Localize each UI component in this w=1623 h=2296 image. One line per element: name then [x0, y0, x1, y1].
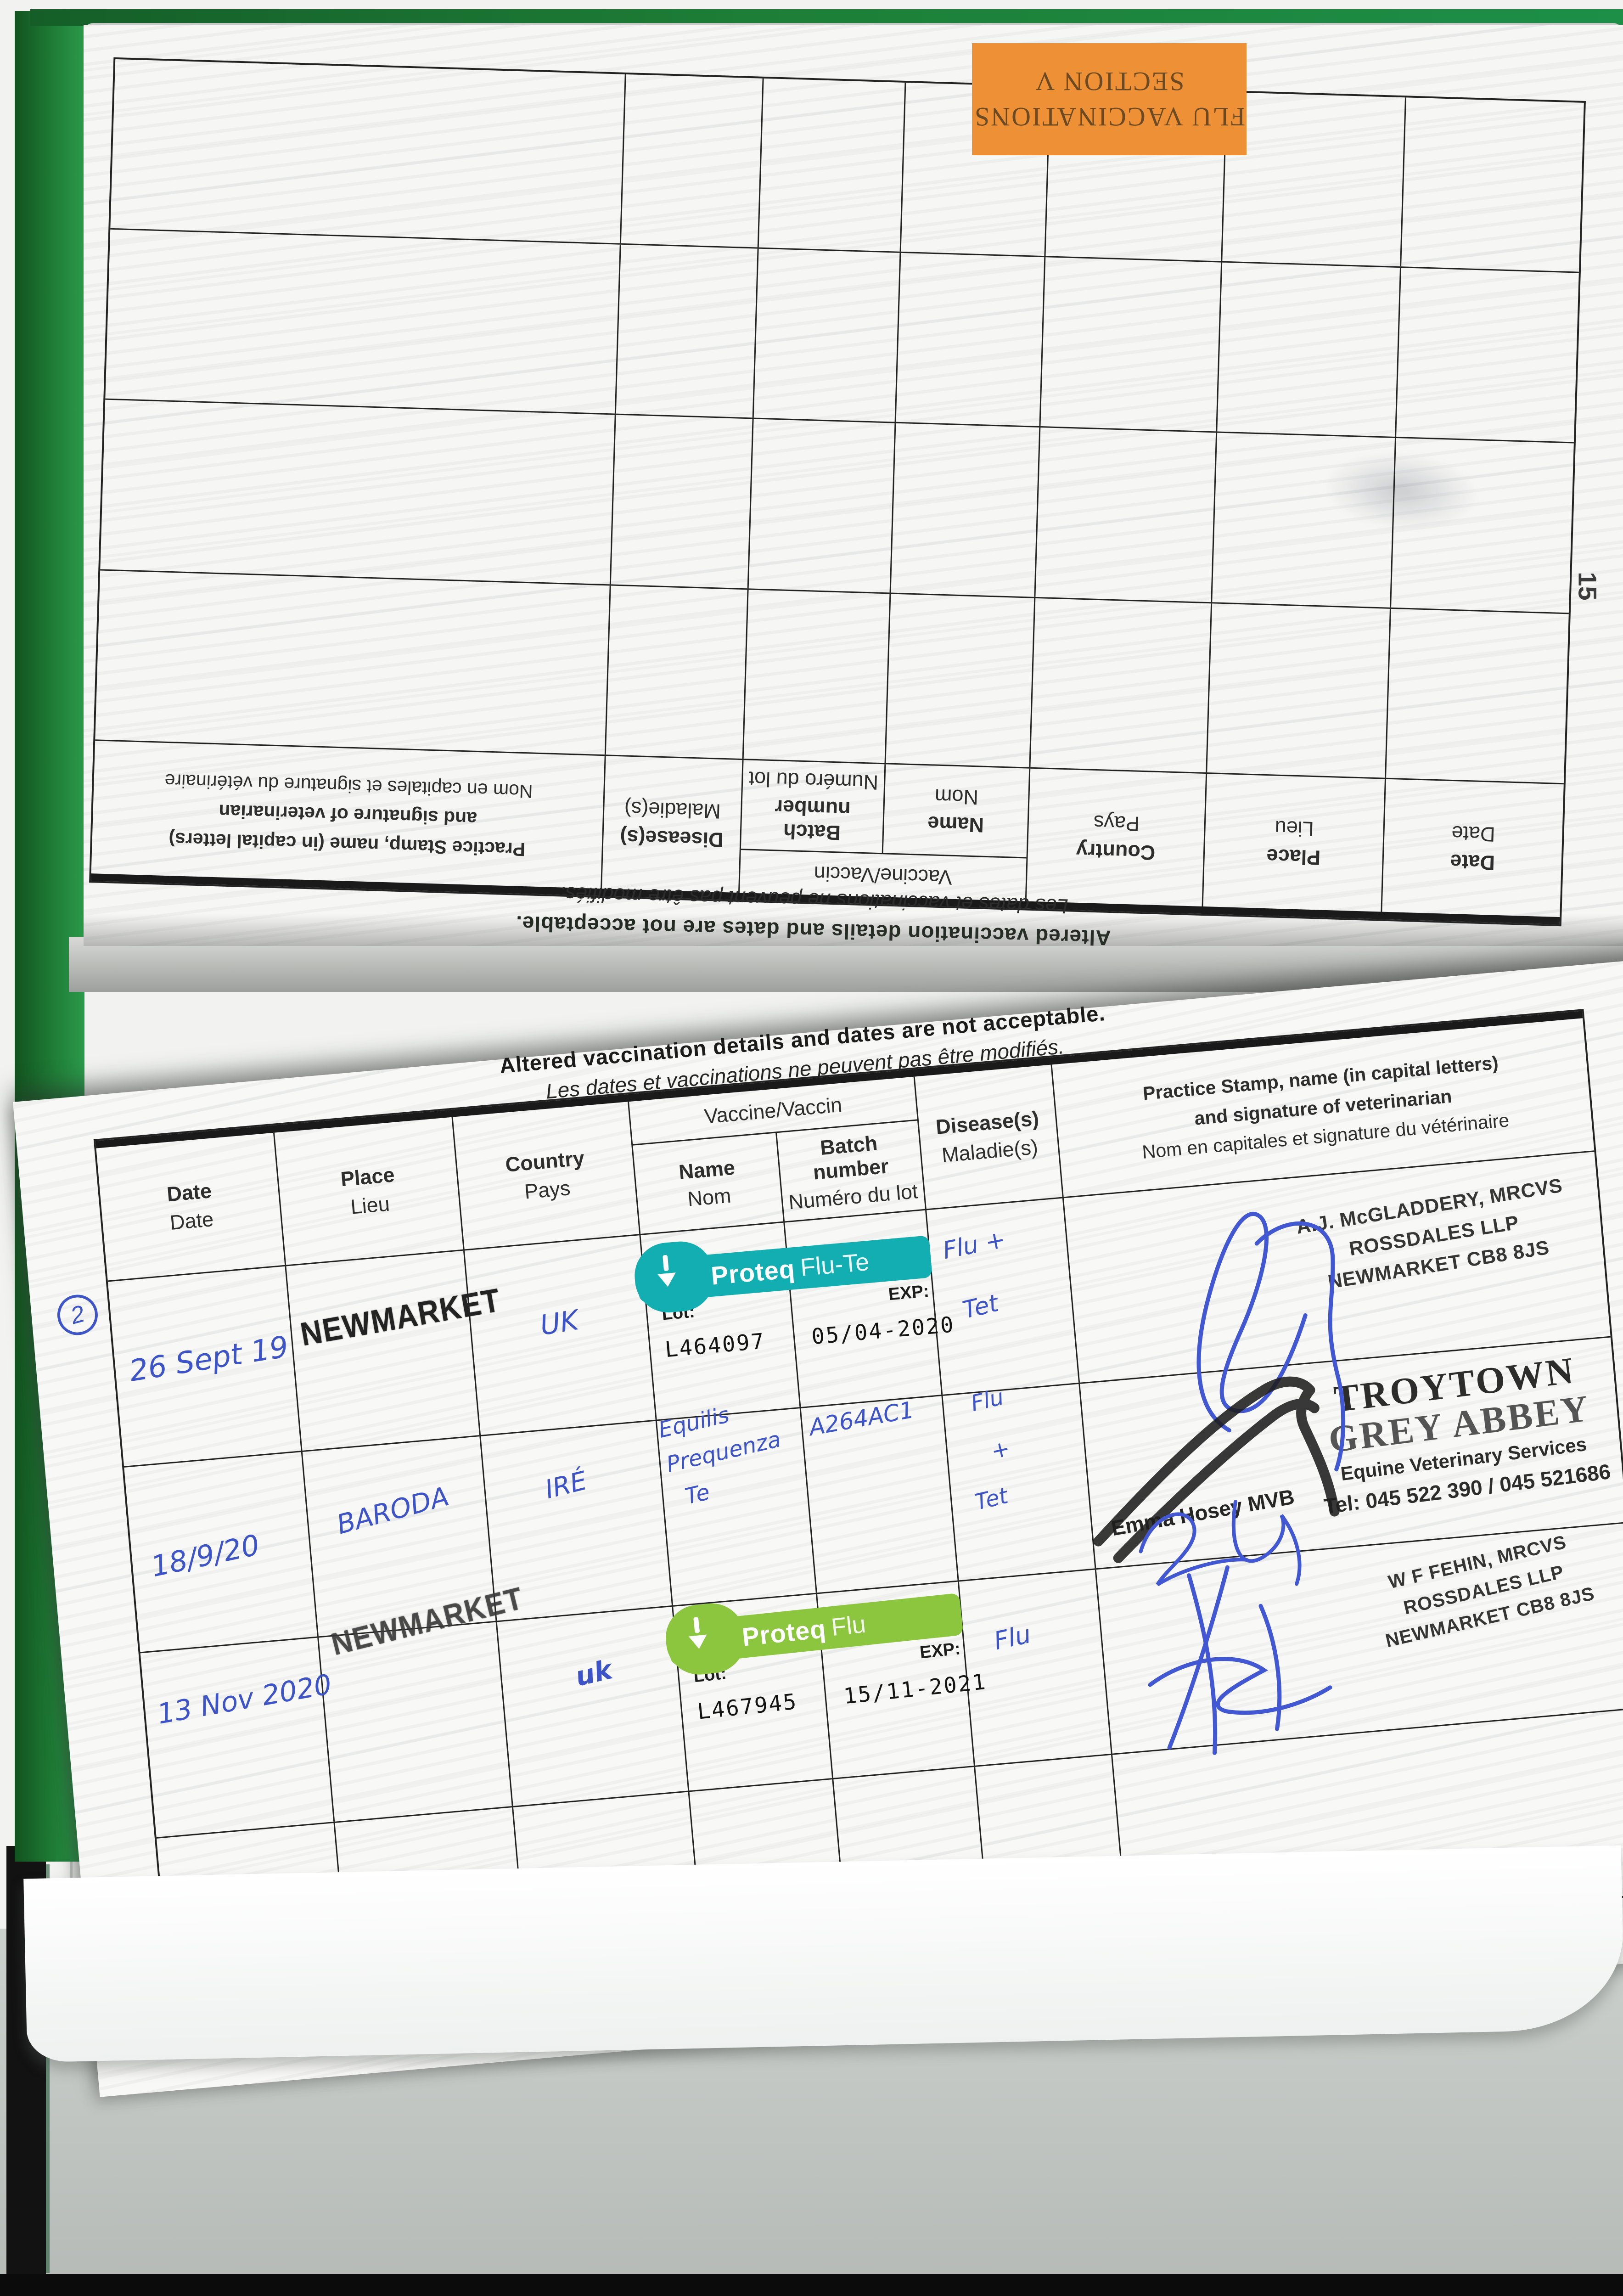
- header-practice-stamp: Practice Stamp, name (in capital letters…: [164, 770, 534, 860]
- header-vaccine-group: Vaccine/Vaccin Name Nom Batch number Num…: [629, 1076, 927, 1234]
- vet-signature: [1196, 1211, 1346, 1472]
- page-stack-edge: [23, 1845, 1623, 2063]
- handwritten-country: IRÉ: [542, 1465, 590, 1505]
- header-name: Name Nom: [882, 764, 1029, 857]
- header-vaccine-group: Vaccine/Vaccin Name Nom Batch number Num…: [738, 760, 1029, 901]
- handwritten-disease: +: [988, 1435, 1013, 1464]
- header-disease: Disease(s) Maladie(s): [601, 756, 742, 893]
- blank-vaccination-table: Date Date Place Lieu Country Pays Vaccin…: [89, 57, 1586, 927]
- vet-signature: [1148, 1565, 1332, 1755]
- vaccine-sticker-proteq-flu-te: Proteq Flu-Te Lot: EXP: L464097 05/04-20…: [636, 1235, 956, 1364]
- page-gap-shadow: [69, 937, 1623, 992]
- handwritten-disease: Flu +: [940, 1226, 1008, 1265]
- header-country: Country Pays: [1025, 768, 1206, 906]
- section-tab-line1: FLU VACCINATIONS: [973, 102, 1246, 132]
- practice-stamp-text: W F FEHIN, MRCVS ROSSDALES LLP NEWMARKET…: [1383, 1531, 1597, 1651]
- bottom-page-records: Altered vaccination details and dates ar…: [13, 958, 1623, 2097]
- vaccine-sticker-proteq-flu: Proteq Flu Lot: EXP: L467945 15/11-2021: [667, 1593, 988, 1727]
- header-batch: Batch number Numéro du lot: [787, 1131, 919, 1214]
- header-date: Date Date: [1381, 779, 1564, 917]
- syringe-icon: [688, 1617, 707, 1649]
- vaccination-table: Date Date Place Lieu Country Pays Vaccin…: [93, 1009, 1623, 2025]
- vaccination-row-1: 26 Sept 19 NEWMARKET UK Flu + Tet: [107, 1152, 1611, 1472]
- sticker-banner: Proteq Flu-Te: [636, 1235, 932, 1303]
- sticker-banner: Proteq Flu: [667, 1593, 964, 1666]
- handwritten-date: 13 Nov 2020: [155, 1668, 334, 1731]
- header-place: Place Lieu: [274, 1117, 465, 1265]
- handwritten-country: uk: [572, 1653, 615, 1693]
- handwritten-date: 26 Sept 19: [127, 1330, 291, 1389]
- handwritten-place: BARODA: [333, 1480, 452, 1541]
- handwritten-country: UK: [538, 1304, 581, 1342]
- header-disease: Disease(s) Maladie(s): [915, 1064, 1064, 1209]
- header-name: Name Nom: [633, 1133, 785, 1234]
- handwritten-disease: Tet: [972, 1482, 1011, 1515]
- header-date: Date Date: [96, 1132, 286, 1281]
- horse-logo-icon: [1093, 1376, 1340, 1563]
- header-place: Place Lieu: [1202, 774, 1385, 912]
- header-country: Country Pays: [453, 1102, 641, 1249]
- exp-label: EXP:: [919, 1638, 961, 1662]
- scan-edge-bottom: [0, 2274, 1623, 2296]
- vet-signature: [1139, 1499, 1302, 1586]
- margin-annotation-circled-2: 2: [53, 1290, 102, 1340]
- handwritten-disease: Tet: [960, 1289, 1001, 1324]
- page-number: 15: [1573, 572, 1602, 601]
- section-tab-label: FLU VACCINATIONS SECTION V: [972, 43, 1247, 155]
- cover-edge-line: [46, 1864, 50, 2273]
- vaccination-row-3: 13 Nov 2020 NEWMARKET uk Flu: [140, 1523, 1623, 1839]
- handwritten-date: 18/9/20: [148, 1527, 263, 1584]
- header-batch: Batch number Numéro du lot: [748, 767, 879, 845]
- section-tab-line2: SECTION V: [1034, 67, 1185, 96]
- section-tab: FLU VACCINATIONS SECTION V: [972, 43, 1247, 155]
- syringe-icon: [657, 1255, 676, 1287]
- exp-label: EXP:: [887, 1281, 930, 1305]
- vaccination-row-2: 18/9/20 BARODA IRÉ Equilis Prequenza: [124, 1337, 1623, 1653]
- handwritten-disease: Flu: [991, 1619, 1033, 1655]
- top-page-upside-down: FLU VACCINATIONS SECTION V 15 Date Date …: [84, 25, 1623, 950]
